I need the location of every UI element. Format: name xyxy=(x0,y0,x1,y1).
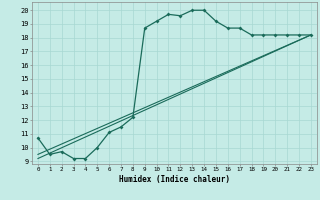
X-axis label: Humidex (Indice chaleur): Humidex (Indice chaleur) xyxy=(119,175,230,184)
